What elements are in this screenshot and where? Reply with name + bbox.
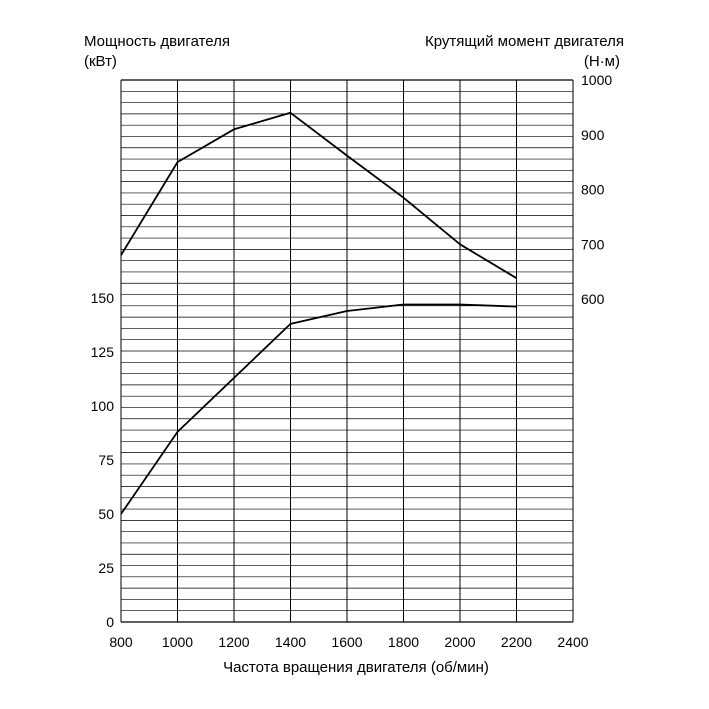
- x-tick-label: 1600: [331, 634, 362, 650]
- torque-tick-label: 600: [581, 291, 605, 307]
- power-tick-label: 25: [98, 560, 114, 576]
- torque-tick-label: 800: [581, 182, 605, 198]
- series-lines: [120, 111, 517, 515]
- power-tick-label: 0: [106, 614, 114, 630]
- x-tick-label: 1200: [218, 634, 249, 650]
- torque-axis-title-line1: Крутящий момент двигателя: [425, 33, 624, 50]
- torque-curve: [120, 111, 517, 279]
- x-tick-label: 2000: [444, 634, 475, 650]
- x-tick-label: 1400: [275, 634, 306, 650]
- power-tick-label: 75: [98, 452, 114, 468]
- x-axis-title: Частота вращения двигателя (об/мин): [223, 659, 489, 676]
- tick-labels: 800 1000 1200 1400 1600 1800 2000 2200 2400 0 25 50…: [91, 72, 613, 650]
- power-tick-label: 150: [91, 290, 115, 306]
- torque-tick-label: 900: [581, 127, 605, 143]
- x-tick-label: 1800: [388, 634, 419, 650]
- torque-tick-label: 700: [581, 236, 605, 252]
- torque-tick-label: 1000: [581, 72, 612, 88]
- power-tick-label: 125: [91, 344, 115, 360]
- power-tick-label: 50: [98, 506, 114, 522]
- power-axis-title-line2: (кВт): [84, 53, 117, 70]
- torque-axis-title-line2: (Н·м): [584, 53, 620, 70]
- power-curve: [120, 303, 517, 515]
- x-tick-label: 2200: [501, 634, 532, 650]
- power-axis-title-line1: Мощность двигателя: [84, 33, 230, 50]
- x-tick-label: 2400: [557, 634, 588, 650]
- x-tick-label: 800: [109, 634, 133, 650]
- power-tick-label: 100: [91, 398, 115, 414]
- grid-lines: [120, 79, 574, 623]
- x-tick-label: 1000: [162, 634, 193, 650]
